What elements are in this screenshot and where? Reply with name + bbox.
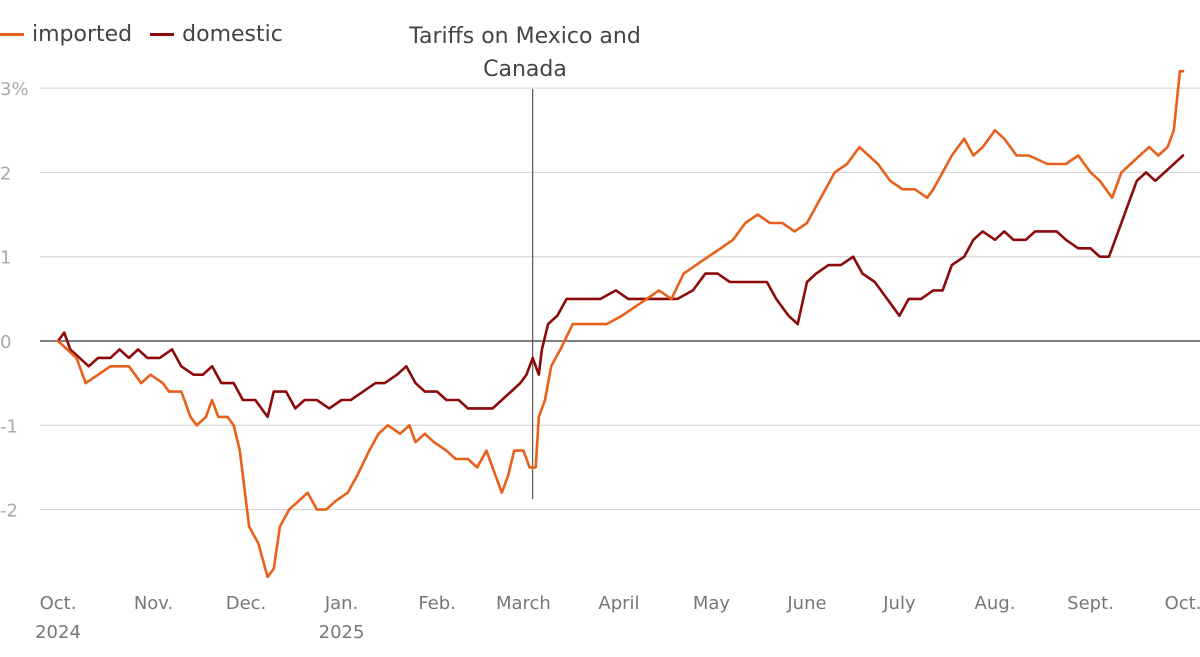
x-tick-label: Nov. bbox=[134, 593, 173, 614]
y-tick-label: 2 bbox=[0, 163, 11, 184]
y-tick-label: 3% bbox=[0, 79, 29, 100]
x-tick-label: Jan. bbox=[324, 593, 358, 614]
x-axis-ticks: Oct. 2024 Nov. Dec. Jan. 2025 Feb. March April Ma… bbox=[35, 593, 1200, 643]
legend-swatch-imported bbox=[0, 32, 24, 36]
y-tick-label: -2 bbox=[0, 501, 18, 522]
series-line-domestic bbox=[56, 154, 1185, 419]
x-tick-label: Feb. bbox=[418, 593, 456, 614]
gridlines bbox=[40, 87, 1200, 511]
series-line-imported bbox=[56, 69, 1185, 579]
legend: imported domestic bbox=[0, 20, 301, 48]
x-tick-label: Oct. bbox=[1165, 593, 1200, 614]
x-tick-label: Oct. bbox=[40, 593, 77, 614]
x-tick-label: July bbox=[882, 593, 916, 614]
x-tick-label: Sept. bbox=[1067, 593, 1114, 614]
x-tick-year-label: 2025 bbox=[319, 622, 365, 643]
y-tick-label: 0 bbox=[0, 332, 11, 353]
x-tick-label: Dec. bbox=[226, 593, 267, 614]
legend-label-domestic: domestic bbox=[182, 21, 283, 47]
legend-label-imported: imported bbox=[32, 21, 133, 47]
x-tick-label: April bbox=[598, 593, 639, 614]
series-lines bbox=[56, 69, 1185, 579]
x-tick-label: May bbox=[693, 593, 731, 614]
y-tick-label: -1 bbox=[0, 416, 18, 437]
legend-item-domestic: domestic bbox=[150, 22, 283, 47]
y-axis-ticks: 3% 2 1 0 -1 -2 bbox=[0, 79, 29, 521]
x-tick-label: June bbox=[786, 593, 826, 614]
x-tick-year-label: 2024 bbox=[35, 622, 81, 643]
x-tick-label: Aug. bbox=[975, 593, 1016, 614]
annotation-line-1: Tariffs on Mexico and bbox=[409, 24, 641, 49]
x-tick-label: March bbox=[496, 593, 551, 614]
y-tick-label: 1 bbox=[0, 248, 11, 269]
annotation-line-2: Canada bbox=[483, 57, 567, 82]
legend-swatch-domestic bbox=[150, 32, 175, 36]
tariff-annotation: Tariffs on Mexico and Canada bbox=[390, 20, 660, 86]
legend-item-imported: imported bbox=[0, 22, 132, 47]
